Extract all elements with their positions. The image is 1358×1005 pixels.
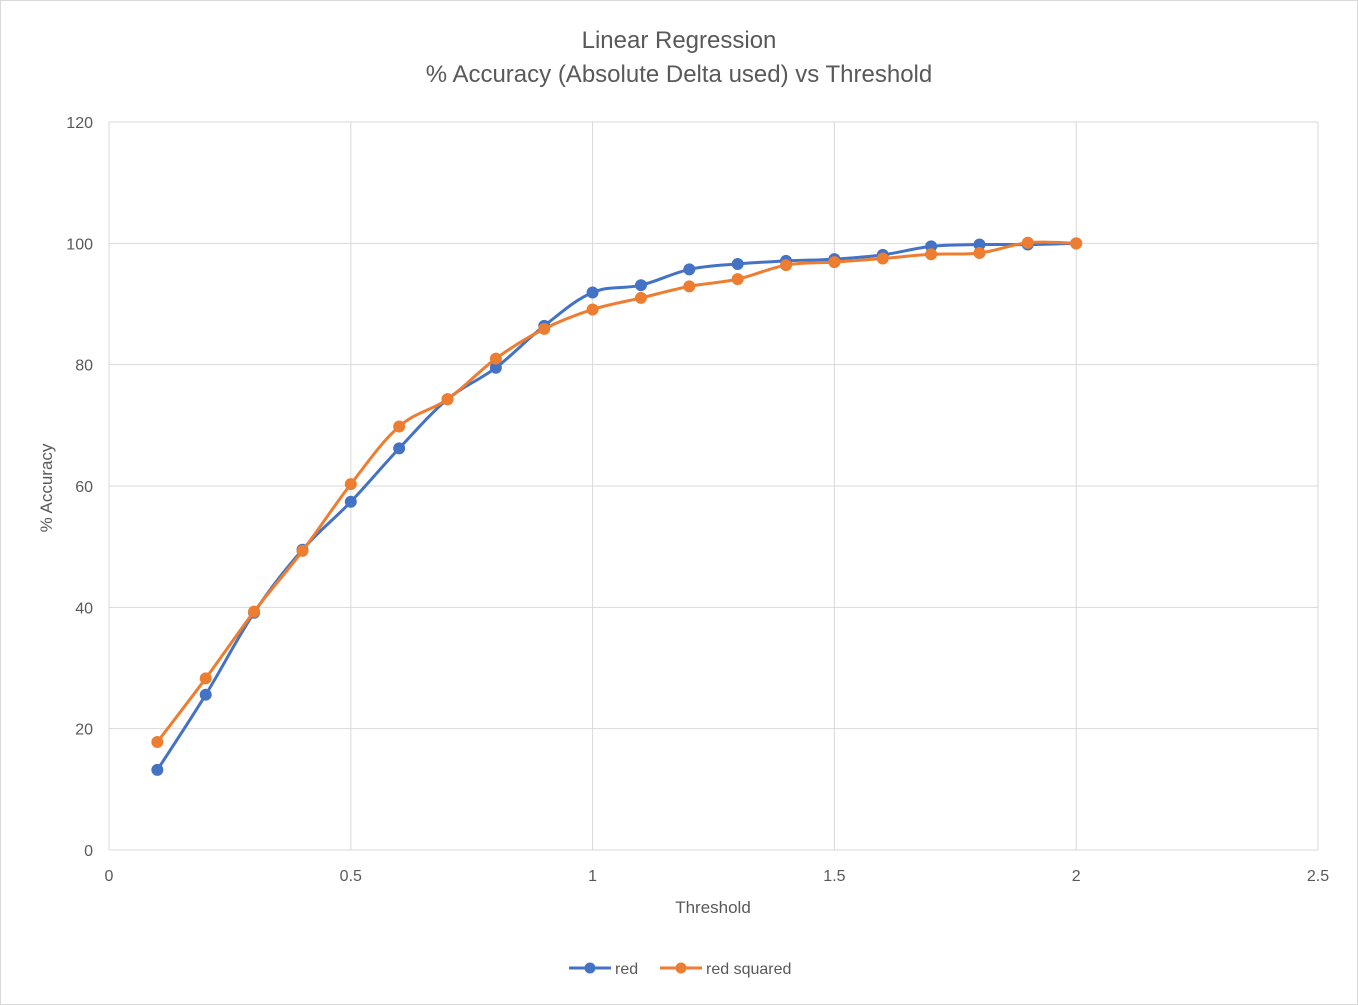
data-point <box>683 280 696 293</box>
data-point <box>780 259 793 272</box>
x-tick-label: 0 <box>105 868 114 885</box>
legend: red red squared <box>569 961 791 978</box>
data-point <box>199 688 212 701</box>
data-point <box>199 672 212 685</box>
data-point <box>489 352 502 365</box>
legend-item: red squared <box>660 961 791 978</box>
data-point <box>586 303 599 316</box>
series-red <box>151 237 1083 776</box>
x-axis-title: Threshold <box>675 898 751 917</box>
data-point <box>151 736 164 749</box>
data-point <box>248 605 261 618</box>
y-tick-label: 0 <box>84 843 93 860</box>
data-point <box>731 273 744 286</box>
data-point <box>634 291 647 304</box>
y-tick-label: 20 <box>75 722 93 739</box>
data-point <box>586 286 599 299</box>
legend-item: red <box>569 961 638 978</box>
data-point <box>296 544 309 557</box>
data-point <box>441 393 454 406</box>
data-point <box>538 322 551 335</box>
legend-label: red squared <box>706 961 791 978</box>
x-tick-label: 1.5 <box>823 868 845 885</box>
data-point <box>393 420 406 433</box>
legend-marker <box>584 962 596 974</box>
series-layer <box>151 236 1083 776</box>
data-point <box>876 252 889 265</box>
x-tick-label: 0.5 <box>340 868 362 885</box>
series-red-squared <box>151 236 1083 749</box>
gridlines <box>108 121 1319 851</box>
data-point <box>344 495 357 508</box>
chart-title-line-2: % Accuracy (Absolute Delta used) vs Thre… <box>426 61 932 88</box>
data-point <box>393 442 406 455</box>
y-axis-tick-labels: 0 20 40 60 80 100 120 <box>66 115 93 860</box>
legend-label: red <box>615 961 638 978</box>
series-line <box>155 241 1078 772</box>
data-point <box>925 248 938 261</box>
data-point <box>344 478 357 491</box>
y-tick-label: 40 <box>75 600 93 617</box>
data-point <box>828 256 841 269</box>
x-tick-label: 2.5 <box>1307 868 1329 885</box>
data-point <box>683 263 696 276</box>
x-tick-label: 1 <box>588 868 597 885</box>
y-tick-label: 60 <box>75 479 93 496</box>
legend-marker <box>675 962 687 974</box>
y-tick-label: 80 <box>75 358 93 375</box>
data-point <box>731 257 744 270</box>
data-point <box>151 763 164 776</box>
chart-title-line-1: Linear Regression <box>582 27 777 54</box>
data-point <box>1070 237 1083 250</box>
x-tick-label: 2 <box>1072 868 1081 885</box>
y-tick-label: 120 <box>66 115 93 132</box>
data-point <box>973 247 986 260</box>
x-axis-tick-labels: 0 0.5 1 1.5 2 2.5 <box>105 868 1330 885</box>
data-point <box>634 279 647 292</box>
y-axis-title: % Accuracy <box>37 443 56 532</box>
series-line <box>155 240 1078 744</box>
data-point <box>1021 236 1034 249</box>
y-tick-label: 100 <box>66 236 93 253</box>
